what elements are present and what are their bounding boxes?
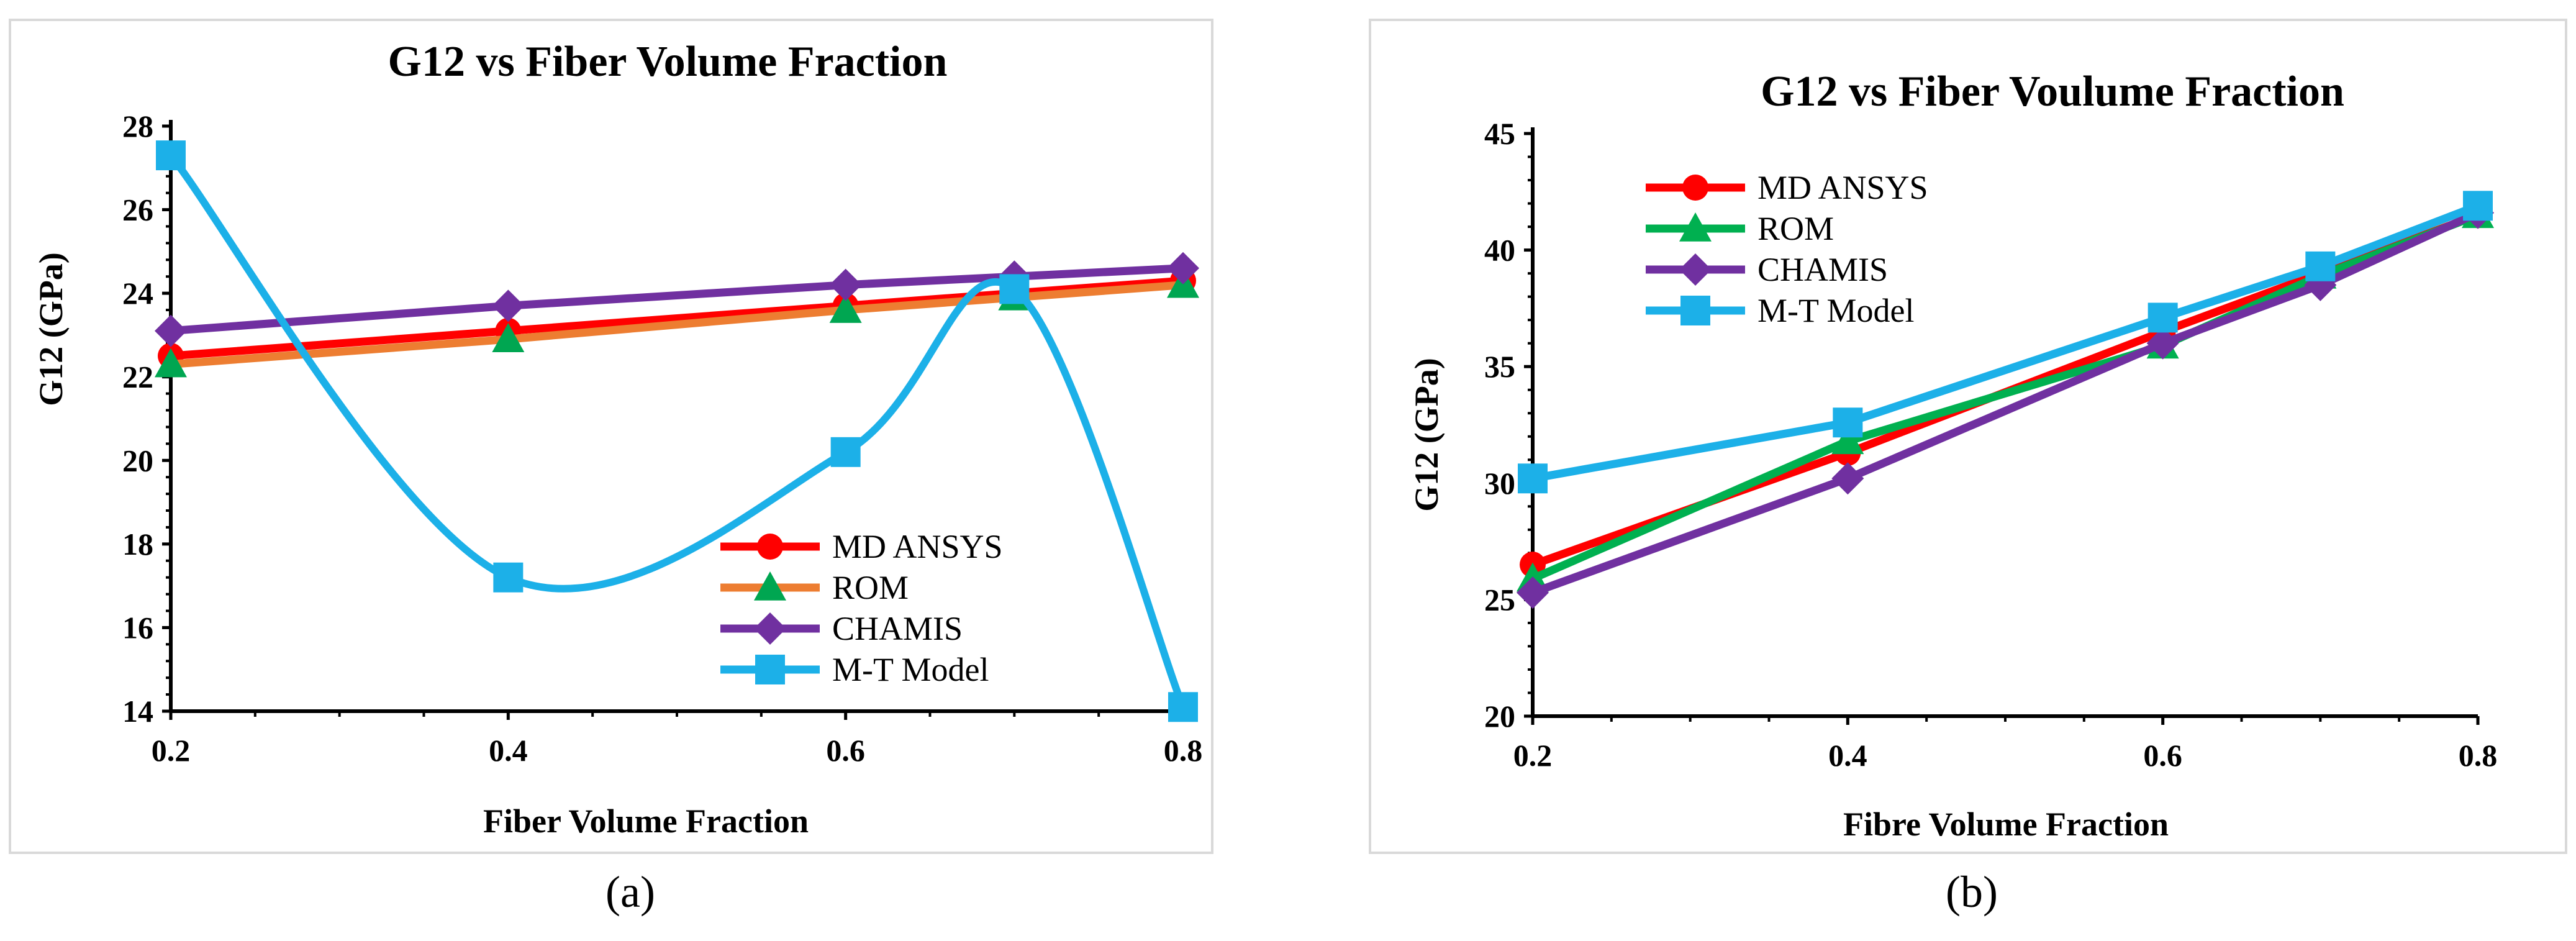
legend-label: MD ANSYS (832, 528, 1003, 565)
legend-entry: CHAMIS (720, 610, 963, 647)
y-tick-label: 26 (122, 193, 153, 227)
y-tick-label: 30 (1484, 466, 1515, 501)
legend-entry: M-T Model (1646, 292, 1915, 329)
legend-label: M-T Model (1757, 292, 1915, 329)
x-tick-label: 0.6 (826, 733, 865, 768)
data-point-marker (1831, 462, 1864, 495)
chart-b: G12 vs Fiber Voulume Fraction Fibre Volu… (1408, 68, 2497, 843)
data-point-marker (156, 140, 186, 171)
chart-a-series (155, 140, 1199, 722)
x-tick-label: 0.4 (489, 733, 528, 768)
legend-label: ROM (832, 569, 909, 606)
x-tick-label: 0.8 (2459, 738, 2498, 773)
legend-swatch-marker (1679, 212, 1712, 242)
chart-b-legend: MD ANSYS ROM CHAMIS M-T Model (1646, 169, 1928, 329)
legend-entry: MD ANSYS (1646, 169, 1928, 206)
data-point-marker (2463, 191, 2493, 221)
data-point-marker (492, 323, 525, 352)
legend-label: MD ANSYS (1757, 169, 1928, 206)
series-line (1528, 201, 2482, 483)
data-point-marker (999, 274, 1030, 304)
data-point-marker (2146, 327, 2179, 360)
legend-swatch-marker (754, 571, 786, 601)
y-tick-label: 22 (122, 360, 153, 394)
data-point-marker (155, 314, 187, 347)
legend-label: CHAMIS (1757, 251, 1888, 288)
y-tick-label: 45 (1484, 116, 1515, 151)
chart-panel-a (9, 19, 1213, 854)
legend-swatch-marker (1679, 253, 1712, 286)
series-line (167, 152, 1187, 711)
y-tick-label: 25 (1484, 582, 1515, 617)
y-tick-label: 18 (122, 527, 153, 561)
legend-entry: CHAMIS (1646, 251, 1888, 288)
data-point-marker (1167, 252, 1199, 284)
chart-a-ylabel: G12 (GPa) (32, 252, 70, 406)
chart-b-axes: 20 25 30 35 40 45 0.2 0.4 0.6 0.8 (1484, 116, 2497, 773)
y-tick-label: 14 (122, 694, 153, 729)
data-point-marker (2305, 251, 2336, 281)
x-tick-label: 0.6 (2143, 738, 2182, 773)
chart-b-xlabel: Fibre Volume Fraction (1843, 806, 2169, 843)
series-m-t-model (156, 140, 1198, 722)
legend-entry: M-T Model (720, 651, 989, 688)
caption-a: (a) (605, 867, 655, 917)
x-tick-label: 0.2 (1513, 738, 1553, 773)
x-tick-label: 0.8 (1164, 733, 1203, 768)
legend-swatch-marker (755, 655, 785, 684)
legend-swatch-marker (754, 612, 786, 645)
y-tick-label: 28 (122, 109, 153, 143)
caption-b: (b) (1946, 867, 1998, 917)
legend-entry: ROM (1646, 210, 1834, 247)
chart-b-title: G12 vs Fiber Voulume Fraction (1761, 68, 2344, 116)
data-point-marker (493, 562, 524, 593)
data-point-marker (492, 289, 525, 322)
y-tick-label: 35 (1484, 349, 1515, 384)
legend-entry: MD ANSYS (720, 528, 1003, 565)
x-tick-label: 0.4 (1828, 738, 1867, 773)
data-point-marker (829, 268, 862, 301)
legend-swatch-marker (1680, 296, 1710, 325)
chart-a-axes: 14 16 18 20 22 24 26 28 0.2 0.4 0.6 0.8 (122, 109, 1202, 768)
chart-a-xlabel: Fiber Volume Fraction (483, 802, 809, 840)
chart-b-ylabel: G12 (GPa) (1408, 358, 1445, 511)
data-point-marker (829, 294, 862, 323)
data-point-marker (1518, 463, 1548, 494)
chart-a: G12 vs Fiber Volume Fraction Fiber Volum… (32, 38, 1202, 840)
series-chamis (155, 252, 1199, 347)
data-point-marker (1168, 692, 1198, 722)
legend-swatch-marker (757, 534, 783, 560)
series-m-t-model (1518, 191, 2493, 494)
legend-label: CHAMIS (832, 610, 963, 647)
data-point-marker (1833, 407, 1863, 438)
y-tick-label: 24 (122, 276, 153, 311)
chart-b-series (1517, 191, 2494, 609)
data-point-marker (1517, 576, 1549, 609)
y-tick-label: 20 (122, 443, 153, 478)
chart-a-legend: MD ANSYS ROM CHAMIS M-T Model (720, 528, 1003, 688)
legend-label: M-T Model (832, 651, 989, 688)
data-point-marker (830, 437, 861, 467)
y-tick-label: 40 (1484, 233, 1515, 268)
data-point-marker (155, 348, 187, 378)
legend-entry: ROM (720, 569, 909, 606)
chart-a-title: G12 vs Fiber Volume Fraction (388, 38, 948, 86)
y-tick-label: 16 (122, 610, 153, 645)
legend-swatch-marker (1682, 175, 1708, 201)
data-point-marker (2147, 302, 2178, 333)
data-point-marker (1831, 425, 1864, 455)
y-tick-label: 20 (1484, 699, 1515, 734)
x-tick-label: 0.2 (152, 733, 191, 768)
legend-label: ROM (1757, 210, 1834, 247)
